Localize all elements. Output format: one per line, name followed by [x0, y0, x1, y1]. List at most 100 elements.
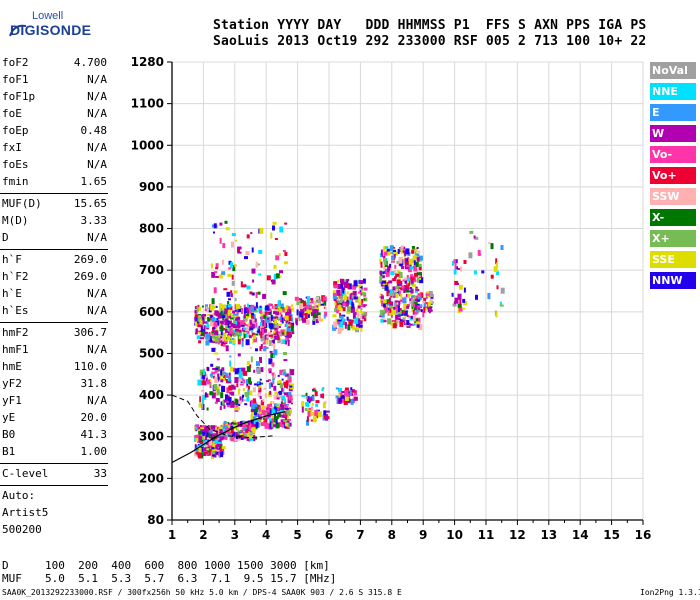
echo-point [251, 312, 254, 319]
echo-point [315, 403, 319, 407]
legend-item: SSW [650, 188, 696, 205]
echo-point [453, 269, 457, 275]
y-tick-label: 500 [139, 346, 164, 360]
param-name: foEs [2, 158, 29, 171]
echo-point [268, 312, 271, 315]
param-name: B0 [2, 428, 16, 441]
echo-point [360, 292, 363, 296]
echo-point [338, 388, 342, 392]
echo-point [206, 314, 211, 317]
param-name: M(D) [2, 214, 29, 227]
echo-point [230, 317, 234, 320]
echo-point [279, 316, 282, 320]
echo-point [346, 311, 351, 315]
echo-point [211, 451, 216, 455]
echo-point [286, 327, 291, 332]
echo-point [344, 390, 349, 397]
echo-point [258, 249, 263, 254]
echo-point [223, 372, 227, 375]
param-separator [0, 193, 108, 194]
echo-point [243, 313, 246, 319]
echo-point [302, 303, 306, 307]
echo-point [321, 388, 324, 392]
echo-point [218, 308, 221, 312]
echo-point [212, 368, 216, 370]
echo-point [215, 398, 220, 402]
echo-point [363, 298, 366, 301]
echo-point [339, 321, 343, 328]
echo-point [229, 391, 234, 395]
echo-point [333, 299, 337, 301]
echo-point [247, 314, 250, 319]
echo-point [462, 307, 466, 310]
echo-point [361, 292, 366, 296]
echo-point [415, 321, 420, 325]
echo-point [490, 243, 494, 250]
echo-point [289, 368, 292, 374]
echo-point [233, 385, 236, 390]
echo-point [233, 313, 238, 316]
echo-point [272, 374, 276, 380]
echo-point [354, 318, 359, 325]
echo-point [407, 294, 411, 299]
x-tick-label: 14 [572, 528, 589, 542]
echo-point [194, 314, 199, 321]
echo-point [415, 289, 420, 292]
echo-point [253, 418, 258, 424]
echo-point [248, 377, 252, 384]
echo-point [391, 320, 395, 322]
echo-point [305, 394, 308, 400]
echo-point [283, 410, 286, 416]
echo-point [310, 419, 314, 422]
echo-point [198, 430, 203, 437]
echo-point [402, 285, 405, 289]
echo-point [257, 381, 260, 385]
echo-point [301, 394, 306, 397]
echo-point [251, 313, 254, 316]
echo-point [194, 435, 199, 438]
echo-point [340, 282, 344, 289]
echo-point [278, 380, 281, 383]
echo-point [270, 330, 273, 333]
echo-point [384, 284, 389, 291]
echo-point [429, 298, 433, 304]
legend-item: NNW [650, 272, 696, 289]
echo-point [239, 368, 242, 374]
footer-version: Ion2Png 1.3.17 [640, 588, 700, 597]
echo-point [419, 277, 422, 280]
echo-point [233, 316, 237, 319]
echo-point [221, 271, 226, 276]
echo-point [237, 421, 240, 427]
echo-point [204, 430, 208, 435]
echo-point [278, 253, 281, 257]
echo-point [215, 263, 219, 269]
echo-point [234, 309, 238, 312]
echo-point [342, 287, 345, 294]
echo-point [303, 313, 306, 320]
echo-point [220, 448, 222, 453]
param-value: N/A [87, 158, 107, 171]
echo-point [277, 411, 282, 418]
echo-point [349, 298, 352, 305]
echo-point [420, 292, 424, 297]
param-value: N/A [87, 73, 107, 86]
echo-point [238, 306, 242, 313]
legend-item: NNE [650, 83, 696, 100]
echo-point [281, 402, 286, 407]
echo-point [266, 407, 270, 413]
echo-point [302, 313, 307, 316]
echo-point [237, 340, 241, 345]
echo-point [422, 300, 425, 303]
echo-point [324, 306, 327, 310]
echo-point [273, 344, 276, 350]
echo-point [387, 251, 391, 256]
echo-point [383, 310, 385, 314]
echo-point [277, 300, 281, 307]
echo-point [245, 316, 248, 322]
echo-point [269, 334, 273, 337]
echo-point [227, 301, 230, 304]
x-tick-label: 11 [478, 528, 495, 542]
echo-point [199, 369, 204, 376]
legend-item: SSE [650, 251, 696, 268]
legend-item: Vo+ [650, 167, 696, 184]
